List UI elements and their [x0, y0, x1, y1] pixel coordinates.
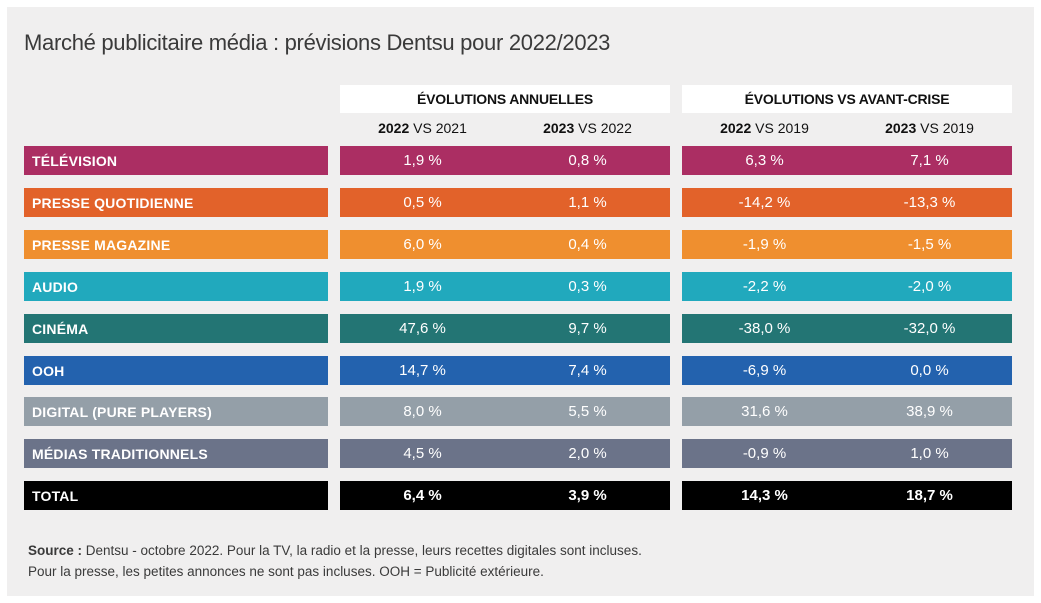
value-cell: -1,5 % — [847, 230, 1012, 259]
row-label: PRESSE QUOTIDIENNE — [24, 188, 328, 217]
value-cell: -14,2 % — [682, 188, 847, 217]
row-label: TOTAL — [24, 481, 328, 510]
value-cell: 8,0 % — [340, 397, 505, 426]
value-cell: 0,3 % — [505, 272, 670, 301]
column-header-2023-vs-2019: 2023 VS 2019 — [847, 120, 1012, 140]
value-cell: -38,0 % — [682, 314, 847, 343]
value-cell: 14,3 % — [682, 481, 847, 510]
value-cell: 0,0 % — [847, 356, 1012, 385]
source-label: Source : — [28, 543, 83, 558]
value-cell: 31,6 % — [682, 397, 847, 426]
value-cell: 0,4 % — [505, 230, 670, 259]
value-cell: 6,3 % — [682, 146, 847, 175]
value-cell: 1,0 % — [847, 439, 1012, 468]
chart-title: Marché publicitaire média : prévisions D… — [24, 30, 611, 55]
value-cell: 5,5 % — [505, 397, 670, 426]
source-line-2: Pour la presse, les petites annonces ne … — [28, 564, 544, 579]
value-cell: 7,1 % — [847, 146, 1012, 175]
row-label: AUDIO — [24, 272, 328, 301]
row-label: MÉDIAS TRADITIONNELS — [24, 439, 328, 468]
row-label: PRESSE MAGAZINE — [24, 230, 328, 259]
column-header-year: 2023 — [543, 120, 575, 136]
value-cell: -13,3 % — [847, 188, 1012, 217]
column-header-suffix: VS 2022 — [574, 120, 632, 136]
value-cell: -6,9 % — [682, 356, 847, 385]
column-header-suffix: VS 2021 — [409, 120, 467, 136]
value-cell: 3,9 % — [505, 481, 670, 510]
column-header-suffix: VS 2019 — [751, 120, 809, 136]
value-cell: 18,7 % — [847, 481, 1012, 510]
source-text-1: Dentsu - octobre 2022. Pour la TV, la ra… — [82, 543, 642, 558]
column-header-2022-vs-2019: 2022 VS 2019 — [682, 120, 847, 140]
group-header-annual: ÉVOLUTIONS ANNUELLES — [340, 85, 670, 113]
value-cell: 14,7 % — [340, 356, 505, 385]
row-label: TÉLÉVISION — [24, 146, 328, 175]
value-cell: 47,6 % — [340, 314, 505, 343]
value-cell: 1,9 % — [340, 146, 505, 175]
row-label: CINÉMA — [24, 314, 328, 343]
value-cell: 1,9 % — [340, 272, 505, 301]
value-cell: 7,4 % — [505, 356, 670, 385]
value-cell: 9,7 % — [505, 314, 670, 343]
column-header-2023-vs-2022: 2023 VS 2022 — [505, 120, 670, 140]
value-cell: 2,0 % — [505, 439, 670, 468]
column-header-year: 2022 — [720, 120, 752, 136]
value-cell: -2,0 % — [847, 272, 1012, 301]
value-cell: 0,5 % — [340, 188, 505, 217]
value-cell: 6,0 % — [340, 230, 505, 259]
value-cell: 4,5 % — [340, 439, 505, 468]
value-cell: 38,9 % — [847, 397, 1012, 426]
column-header-year: 2023 — [885, 120, 917, 136]
value-cell: -0,9 % — [682, 439, 847, 468]
row-label: DIGITAL (PURE PLAYERS) — [24, 397, 328, 426]
value-cell: -2,2 % — [682, 272, 847, 301]
value-cell: 6,4 % — [340, 481, 505, 510]
row-label: OOH — [24, 356, 328, 385]
column-header-2022-vs-2021: 2022 VS 2021 — [340, 120, 505, 140]
value-cell: 0,8 % — [505, 146, 670, 175]
column-header-year: 2022 — [378, 120, 410, 136]
group-header-pre-crisis: ÉVOLUTIONS VS AVANT-CRISE — [682, 85, 1012, 113]
source-line-1: Source : Dentsu - octobre 2022. Pour la … — [28, 540, 642, 561]
source-note: Source : Dentsu - octobre 2022. Pour la … — [28, 540, 642, 582]
value-cell: -1,9 % — [682, 230, 847, 259]
value-cell: 1,1 % — [505, 188, 670, 217]
column-header-suffix: VS 2019 — [916, 120, 974, 136]
value-cell: -32,0 % — [847, 314, 1012, 343]
